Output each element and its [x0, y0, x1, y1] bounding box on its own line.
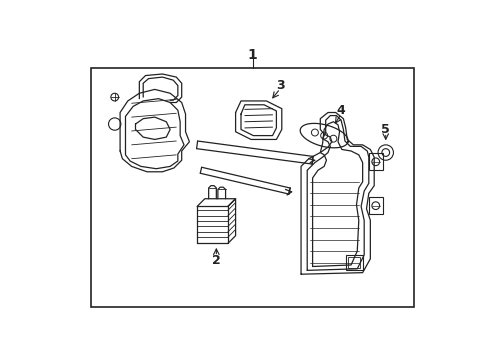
Text: 1: 1	[247, 48, 257, 62]
Text: 5: 5	[381, 123, 389, 136]
Text: 3: 3	[275, 79, 284, 92]
Bar	[347, 257, 360, 268]
Bar	[91, 68, 413, 307]
Bar	[368, 153, 382, 170]
Text: 4: 4	[336, 104, 345, 117]
Bar	[368, 197, 382, 214]
Text: 2: 2	[211, 254, 220, 267]
Bar	[345, 255, 362, 270]
